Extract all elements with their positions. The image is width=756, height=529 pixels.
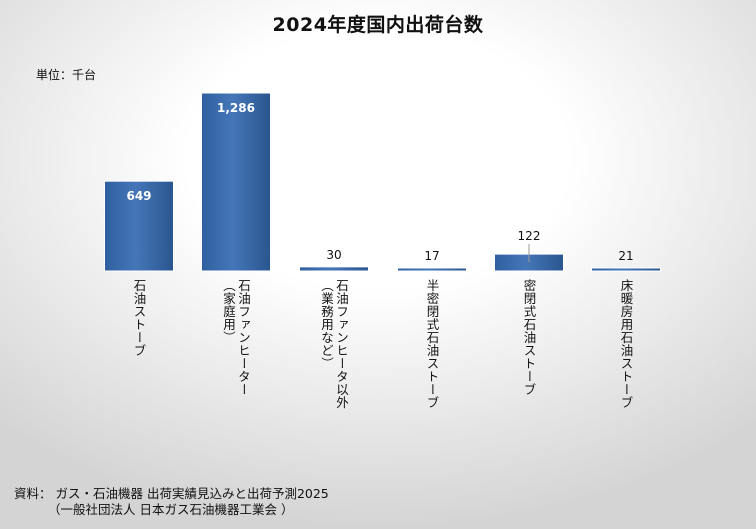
category-label-line: 密閉式石油ストーブ <box>521 279 537 396</box>
bar-0 <box>104 180 174 272</box>
category-label-3: 半密閉式石油ストーブ <box>425 279 440 409</box>
data-label-0: 649 <box>126 189 151 203</box>
category-label-1: 石油ファンヒーター （家庭用） <box>221 279 251 396</box>
category-label-0: 石油ストーブ <box>132 279 147 357</box>
bar-2 <box>299 266 369 272</box>
data-label-4: 122 <box>518 229 541 243</box>
chart-title: 2024年度国内出荷台数 <box>272 14 484 36</box>
data-label-5: 21 <box>618 249 633 263</box>
category-label-line: 半密閉式石油ストーブ <box>424 279 440 409</box>
category-label-line: （業務用など） <box>319 279 334 370</box>
unit-label: 単位：千台 <box>36 68 97 82</box>
bar-5 <box>591 267 661 272</box>
category-label-4: 密閉式石油ストーブ <box>522 279 537 396</box>
data-label-3: 17 <box>424 249 439 263</box>
source-line-1: 資料： ガス・石油機器 出荷実績見込みと出荷予測2025 <box>14 486 329 501</box>
data-label-2: 30 <box>326 248 341 262</box>
category-label-line: 石油ファンヒータ以外 <box>334 279 349 409</box>
category-label-2: 石油ファンヒータ以外 （業務用など） <box>319 279 349 409</box>
category-label-line: 床暖房用石油ストーブ <box>618 279 634 409</box>
bar-1 <box>201 92 271 272</box>
source-line-2: （一般社団法人 日本ガス石油機器工業会 ） <box>48 502 294 517</box>
category-label-line: 石油ストーブ <box>131 279 147 357</box>
category-label-line: 石油ファンヒーター <box>236 279 251 396</box>
source-note: 資料： ガス・石油機器 出荷実績見込みと出荷予測2025 （一般社団法人 日本ガ… <box>14 486 329 518</box>
category-label-5: 床暖房用石油ストーブ <box>619 279 634 409</box>
category-label-line: （家庭用） <box>221 279 236 344</box>
bar-3 <box>397 267 467 272</box>
data-label-1: 1,286 <box>217 101 255 115</box>
